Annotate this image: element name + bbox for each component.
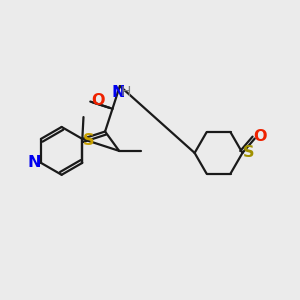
Text: O: O	[92, 93, 105, 108]
Text: S: S	[82, 133, 94, 148]
Text: H: H	[121, 85, 131, 100]
Text: N: N	[112, 85, 125, 100]
Text: N: N	[28, 155, 41, 170]
Text: O: O	[253, 129, 267, 144]
Text: S: S	[242, 146, 254, 160]
